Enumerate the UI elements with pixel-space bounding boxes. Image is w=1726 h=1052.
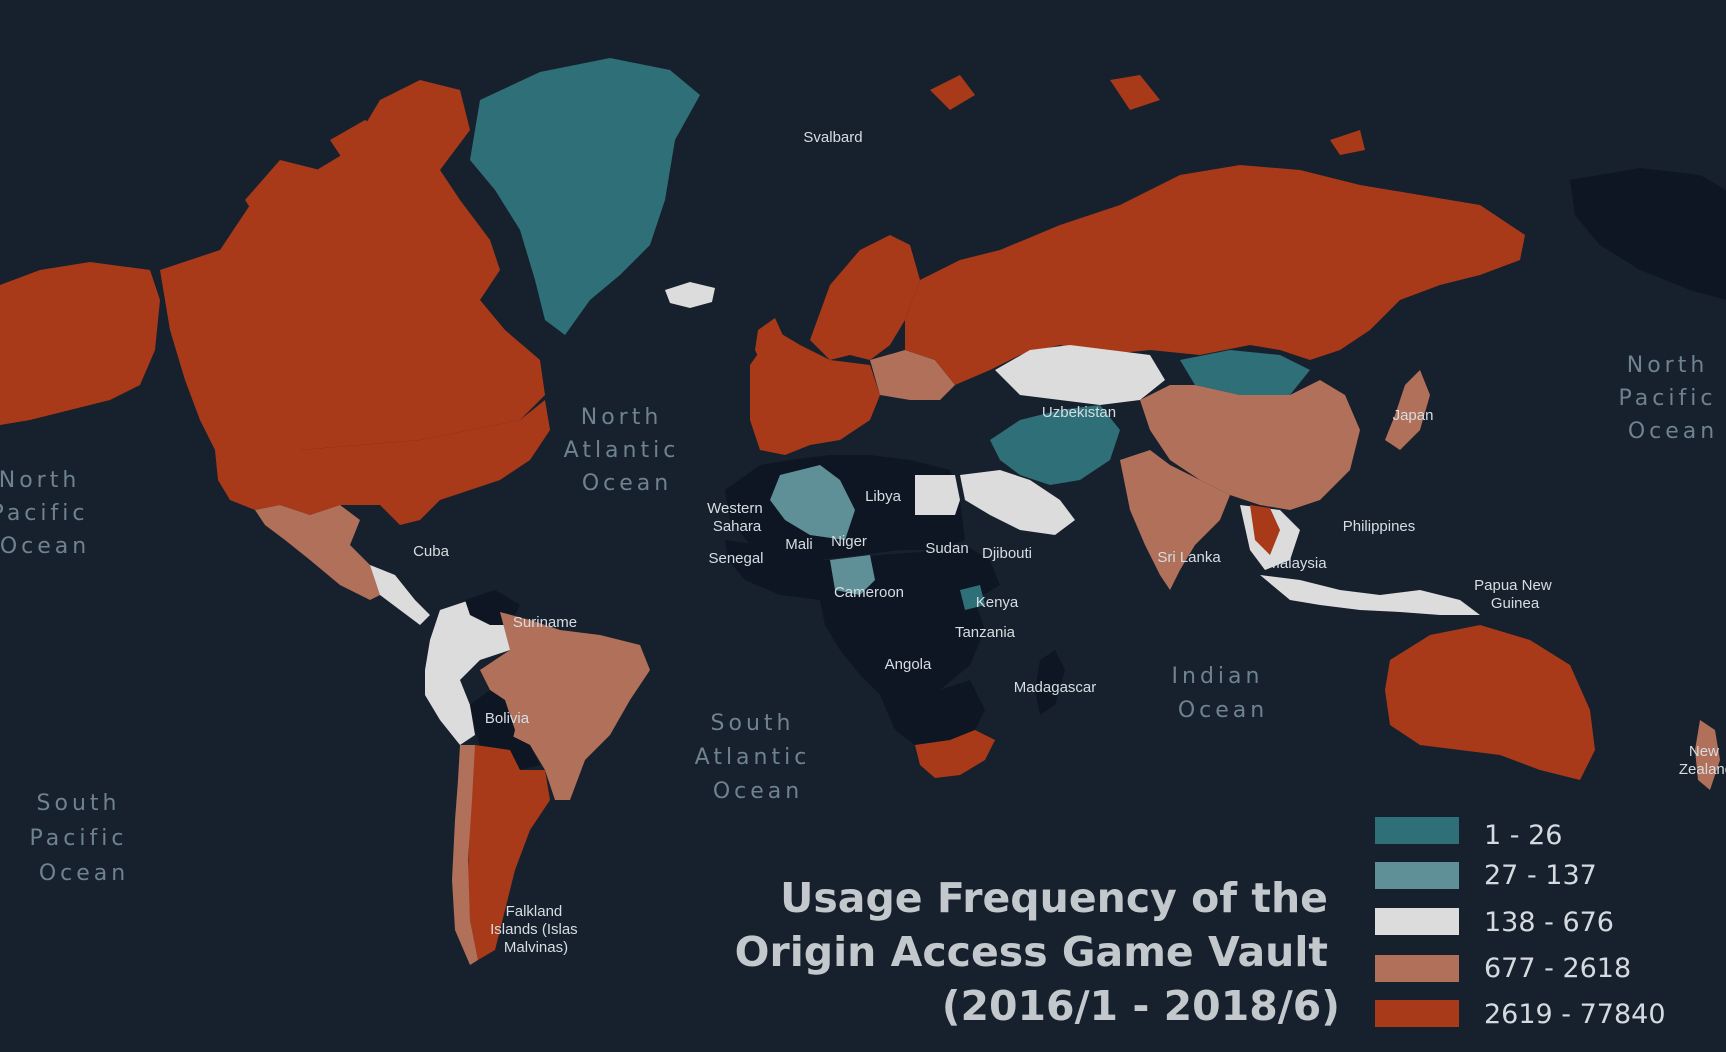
- region-australia: [1385, 625, 1595, 780]
- region-japan: [1385, 370, 1430, 450]
- place-label-sudan: Sudan: [925, 540, 968, 557]
- place-label-bolivia: Bolivia: [485, 710, 530, 727]
- region-russia-islands: [930, 75, 1365, 155]
- place-labels: Svalbard Cuba Libya Western Sahara Mali …: [413, 129, 1726, 956]
- region-iceland: [665, 282, 715, 308]
- ocean-labels: North Pacific Ocean North Atlantic Ocean…: [0, 353, 1726, 886]
- ocean-label-north-pacific-east: North Pacific Ocean: [1619, 353, 1726, 444]
- legend: 1 - 26 27 - 137 138 - 676 677 - 2618 261…: [1375, 817, 1666, 1030]
- place-label-senegal: Senegal: [708, 550, 763, 567]
- legend-swatch-3: [1375, 908, 1459, 935]
- region-china: [1140, 380, 1360, 510]
- region-thailand: [1250, 505, 1280, 555]
- region-central-america: [370, 565, 430, 625]
- legend-label-4: 677 - 2618: [1484, 953, 1631, 984]
- region-middle-east: [960, 470, 1075, 535]
- place-label-uzbekistan: Uzbekistan: [1042, 404, 1116, 421]
- place-label-new-zealand: New Zealand: [1679, 743, 1726, 778]
- legend-swatch-4: [1375, 955, 1459, 982]
- place-label-kenya: Kenya: [976, 594, 1019, 611]
- region-mongolia: [1180, 350, 1310, 395]
- place-label-mali: Mali: [785, 536, 813, 553]
- region-paraguay: [508, 735, 540, 770]
- legend-label-3: 138 - 676: [1484, 907, 1614, 938]
- place-label-falkland: Falkland Islands (Islas Malvinas): [490, 903, 582, 956]
- place-label-tanzania: Tanzania: [955, 624, 1016, 641]
- region-kenya-patch: [960, 585, 985, 610]
- place-label-cuba: Cuba: [413, 543, 450, 560]
- region-uk: [755, 318, 785, 372]
- region-cameroon-patch: [830, 555, 875, 595]
- region-india: [1120, 450, 1230, 590]
- region-usa: [215, 400, 550, 525]
- legend-label-5: 2619 - 77840: [1484, 999, 1666, 1030]
- region-kazakhstan: [995, 345, 1165, 405]
- place-label-niger: Niger: [831, 533, 867, 550]
- legend-swatch-1: [1375, 817, 1459, 844]
- place-label-djibouti: Djibouti: [982, 545, 1032, 562]
- ocean-label-south-atlantic: South Atlantic Ocean: [695, 711, 822, 804]
- place-label-cameroon: Cameroon: [834, 584, 904, 601]
- region-algeria: [770, 465, 855, 540]
- region-peru: [425, 670, 475, 745]
- ocean-label-indian: Indian Ocean: [1172, 664, 1275, 723]
- region-central-africa: [820, 600, 985, 700]
- region-egypt: [915, 475, 960, 515]
- place-label-madagascar: Madagascar: [1014, 679, 1097, 696]
- place-label-sri-lanka: Sri Lanka: [1157, 549, 1221, 566]
- place-label-suriname: Suriname: [513, 614, 577, 631]
- place-label-libya: Libya: [865, 488, 902, 505]
- land-layer: [0, 58, 1726, 965]
- region-south-africa: [915, 730, 995, 778]
- region-argentina: [468, 745, 550, 960]
- region-madagascar: [1035, 650, 1065, 715]
- region-new-zealand: [1695, 720, 1720, 790]
- place-label-papua-new-guinea: Papua New Guinea: [1474, 577, 1556, 612]
- region-ne-siberia: [1570, 168, 1726, 300]
- map-title: Usage Frequency of the Origin Access Gam…: [735, 874, 1340, 1030]
- region-canada-islands: [245, 120, 395, 230]
- region-chile: [452, 745, 478, 965]
- region-western-europe: [750, 330, 880, 455]
- title-line-3: (2016/1 - 2018/6): [942, 982, 1340, 1030]
- region-eastern-europe: [870, 350, 955, 400]
- place-label-svalbard: Svalbard: [803, 129, 862, 146]
- region-iran: [990, 405, 1120, 485]
- legend-swatch-2: [1375, 862, 1459, 889]
- ocean-label-south-pacific: South Pacific Ocean: [30, 791, 139, 886]
- region-alaska: [0, 262, 160, 425]
- region-southern-africa: [880, 680, 985, 745]
- legend-label-2: 27 - 137: [1484, 860, 1597, 891]
- place-label-western-sahara: Western Sahara: [707, 500, 767, 535]
- place-label-philippines: Philippines: [1343, 518, 1416, 535]
- ocean-label-north-atlantic: North Atlantic Ocean: [564, 405, 691, 496]
- place-label-japan: Japan: [1393, 407, 1434, 424]
- ocean-label-north-pacific-west: North Pacific Ocean: [0, 468, 99, 559]
- region-russia: [905, 165, 1525, 385]
- region-mexico: [255, 505, 390, 600]
- region-brazil: [480, 612, 650, 800]
- region-indonesia: [1260, 575, 1480, 615]
- region-scandinavia: [810, 235, 920, 360]
- legend-label-1: 1 - 26: [1484, 820, 1562, 851]
- region-greenland: [470, 58, 700, 335]
- title-line-2: Origin Access Game Vault: [735, 928, 1328, 976]
- place-label-malaysia: Malaysia: [1267, 555, 1327, 572]
- place-label-angola: Angola: [885, 656, 932, 673]
- region-canada: [160, 80, 545, 460]
- region-bolivia: [470, 690, 515, 750]
- legend-swatch-5: [1375, 1000, 1459, 1027]
- title-line-1: Usage Frequency of the: [780, 874, 1328, 922]
